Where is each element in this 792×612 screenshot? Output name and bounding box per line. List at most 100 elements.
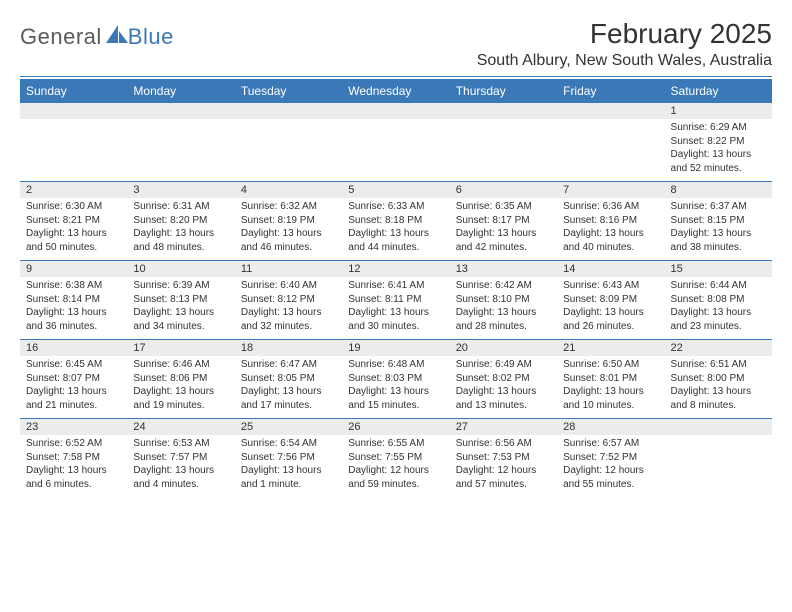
day-info-line: Daylight: 13 hours and 23 minutes. [671, 306, 766, 333]
day-info-line: Sunrise: 6:29 AM [671, 121, 766, 135]
day-info-line: Daylight: 13 hours and 19 minutes. [133, 385, 228, 412]
day-number: 6 [450, 182, 557, 198]
day-info-line: Daylight: 13 hours and 34 minutes. [133, 306, 228, 333]
day-info-line: Daylight: 13 hours and 46 minutes. [241, 227, 336, 254]
day-number: 26 [342, 419, 449, 435]
day-info-line: Daylight: 13 hours and 21 minutes. [26, 385, 121, 412]
calendar-page: General Blue February 2025 South Albury,… [0, 0, 792, 507]
day-info-line: Daylight: 13 hours and 13 minutes. [456, 385, 551, 412]
day-number [557, 103, 664, 119]
day-info-line: Sunset: 8:18 PM [348, 214, 443, 228]
day-info-line: Sunset: 7:53 PM [456, 451, 551, 465]
daynum-row: 2345678 [20, 181, 772, 198]
week-body-row: Sunrise: 6:45 AMSunset: 8:07 PMDaylight:… [20, 356, 772, 418]
day-info-line: Daylight: 13 hours and 42 minutes. [456, 227, 551, 254]
dayhead-fri: Friday [557, 79, 664, 103]
day-info-line: Sunrise: 6:33 AM [348, 200, 443, 214]
day-info-line: Sunrise: 6:38 AM [26, 279, 121, 293]
dayhead-sun: Sunday [20, 79, 127, 103]
day-cell: Sunrise: 6:51 AMSunset: 8:00 PMDaylight:… [665, 356, 772, 418]
day-number: 22 [665, 340, 772, 356]
day-info-line: Sunrise: 6:39 AM [133, 279, 228, 293]
day-cell: Sunrise: 6:52 AMSunset: 7:58 PMDaylight:… [20, 435, 127, 497]
day-cell: Sunrise: 6:29 AMSunset: 8:22 PMDaylight:… [665, 119, 772, 181]
day-number [20, 103, 127, 119]
day-cell [235, 119, 342, 181]
day-info-line: Sunrise: 6:55 AM [348, 437, 443, 451]
day-cell: Sunrise: 6:54 AMSunset: 7:56 PMDaylight:… [235, 435, 342, 497]
day-number: 27 [450, 419, 557, 435]
day-number: 10 [127, 261, 234, 277]
day-cell: Sunrise: 6:50 AMSunset: 8:01 PMDaylight:… [557, 356, 664, 418]
day-cell: Sunrise: 6:44 AMSunset: 8:08 PMDaylight:… [665, 277, 772, 339]
day-number: 25 [235, 419, 342, 435]
dayhead-mon: Monday [127, 79, 234, 103]
week-body-row: Sunrise: 6:30 AMSunset: 8:21 PM Daylight:… [20, 198, 772, 260]
day-info-line: Daylight: 13 hours and 1 minute. [241, 464, 336, 491]
day-info-line: Daylight: 12 hours and 59 minutes. [348, 464, 443, 491]
day-info-line: Daylight: 13 hours and 15 minutes. [348, 385, 443, 412]
day-number: 3 [127, 182, 234, 198]
day-info-line: Sunset: 8:01 PM [563, 372, 658, 386]
day-info-line: Sunset: 8:17 PM [456, 214, 551, 228]
day-cell: Sunrise: 6:30 AMSunset: 8:21 PMDaylight:… [20, 198, 127, 260]
day-info-line: Sunset: 8:08 PM [671, 293, 766, 307]
day-cell: Sunrise: 6:37 AMSunset: 8:15 PMDaylight:… [665, 198, 772, 260]
day-cell: Sunrise: 6:53 AMSunset: 7:57 PMDaylight:… [127, 435, 234, 497]
day-cell [20, 119, 127, 181]
day-info-line: Sunrise: 6:47 AM [241, 358, 336, 372]
day-cell: Sunrise: 6:48 AMSunset: 8:03 PMDaylight:… [342, 356, 449, 418]
day-number [127, 103, 234, 119]
day-info-line: Sunset: 8:15 PM [671, 214, 766, 228]
day-cell: Sunrise: 6:42 AMSunset: 8:10 PMDaylight:… [450, 277, 557, 339]
day-cell: Sunrise: 6:36 AMSunset: 8:16 PMDaylight:… [557, 198, 664, 260]
day-info-line: Daylight: 13 hours and 28 minutes. [456, 306, 551, 333]
day-info-line: Daylight: 13 hours and 10 minutes. [563, 385, 658, 412]
day-info-line: Sunrise: 6:45 AM [26, 358, 121, 372]
day-number [665, 419, 772, 435]
day-info-line: Sunrise: 6:51 AM [671, 358, 766, 372]
day-number: 7 [557, 182, 664, 198]
day-info-line: Sunrise: 6:50 AM [563, 358, 658, 372]
day-info-line: Sunrise: 6:56 AM [456, 437, 551, 451]
day-info-line: Sunrise: 6:42 AM [456, 279, 551, 293]
dayhead-tue: Tuesday [235, 79, 342, 103]
day-number: 8 [665, 182, 772, 198]
day-number: 1 [665, 103, 772, 119]
day-info-line: Daylight: 13 hours and 6 minutes. [26, 464, 121, 491]
day-info-line: Daylight: 13 hours and 26 minutes. [563, 306, 658, 333]
daynum-row: 9101112131415 [20, 260, 772, 277]
day-cell [127, 119, 234, 181]
day-info-line: Sunset: 8:06 PM [133, 372, 228, 386]
daynum-row: 16171819202122 [20, 339, 772, 356]
day-info-line: Sunrise: 6:40 AM [241, 279, 336, 293]
day-number: 9 [20, 261, 127, 277]
logo: General Blue [20, 24, 174, 50]
day-cell: Sunrise: 6:38 AMSunset: 8:14 PMDaylight:… [20, 277, 127, 339]
day-info-line: Sunrise: 6:48 AM [348, 358, 443, 372]
day-cell: Sunrise: 6:49 AMSunset: 8:02 PMDaylight:… [450, 356, 557, 418]
day-number: 4 [235, 182, 342, 198]
day-number: 12 [342, 261, 449, 277]
day-info-line: Sunset: 8:13 PM [133, 293, 228, 307]
title-block: February 2025 South Albury, New South Wa… [477, 18, 772, 70]
header-rule [20, 76, 772, 77]
day-info-line: Daylight: 13 hours and 40 minutes. [563, 227, 658, 254]
day-info-line: Sunrise: 6:43 AM [563, 279, 658, 293]
month-title: February 2025 [477, 18, 772, 50]
day-number: 28 [557, 419, 664, 435]
day-info-line: Sunset: 8:05 PM [241, 372, 336, 386]
day-info-line: Sunrise: 6:30 AM [26, 200, 121, 214]
day-number: 16 [20, 340, 127, 356]
day-info-line: Sunset: 8:14 PM [26, 293, 121, 307]
day-info-line: Daylight: 13 hours and 17 minutes. [241, 385, 336, 412]
week-body-row: Sunrise: 6:29 AMSunset: 8:22 PMDaylight:… [20, 119, 772, 181]
day-cell: Sunrise: 6:35 AMSunset: 8:17 PMDaylight:… [450, 198, 557, 260]
day-info-line: Sunset: 7:58 PM [26, 451, 121, 465]
day-info-line: Sunset: 8:02 PM [456, 372, 551, 386]
day-info-line: Sunset: 8:00 PM [671, 372, 766, 386]
day-info-line: Daylight: 12 hours and 57 minutes. [456, 464, 551, 491]
calendar: Sunday Monday Tuesday Wednesday Thursday… [20, 79, 772, 497]
day-info-line: Sunset: 8:21 PM [26, 214, 121, 228]
dayhead-thu: Thursday [450, 79, 557, 103]
